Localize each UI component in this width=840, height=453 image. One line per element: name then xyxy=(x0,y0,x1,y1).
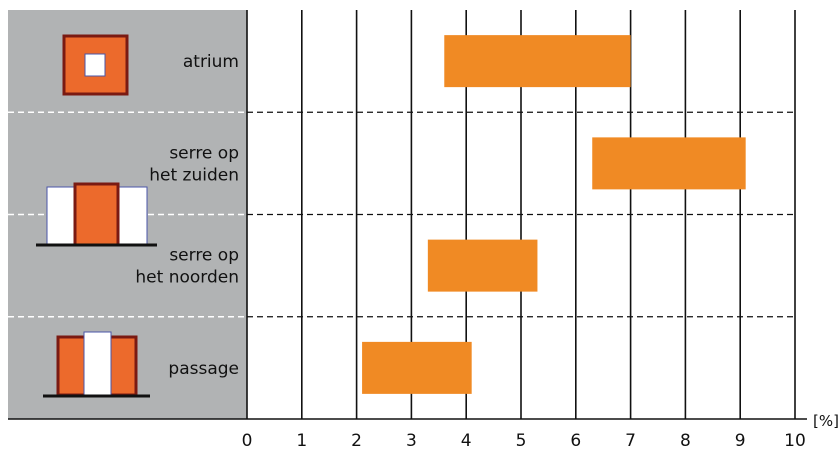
x-tick-label: 1 xyxy=(296,431,307,451)
x-tick-label: 0 xyxy=(242,431,253,451)
category-label: atrium xyxy=(183,52,239,72)
atrium-icon xyxy=(64,36,127,94)
x-tick-label: 7 xyxy=(625,431,636,451)
x-tick-label: 5 xyxy=(516,431,527,451)
x-tick-label: 6 xyxy=(570,431,581,451)
category-label: het zuiden xyxy=(149,165,239,185)
x-tick-label: 3 xyxy=(406,431,417,451)
x-tick-label: 2 xyxy=(351,431,362,451)
serre-icon xyxy=(36,184,157,245)
category-label: passage xyxy=(168,359,239,379)
bar xyxy=(444,35,630,87)
category-label: serre op xyxy=(169,143,239,163)
category-label: serre op xyxy=(169,246,239,266)
bar xyxy=(362,342,472,394)
x-tick-label: 9 xyxy=(735,431,746,451)
bar xyxy=(592,137,745,189)
x-tick-label: 4 xyxy=(461,431,472,451)
x-tick-label: 8 xyxy=(680,431,691,451)
x-tick-labels: 0 1 2 3 4 5 6 7 8 9 10 xyxy=(242,431,806,451)
bar xyxy=(428,240,538,292)
category-label: het noorden xyxy=(135,268,239,288)
passage-icon xyxy=(43,332,150,396)
x-unit-label: [%] xyxy=(813,412,839,430)
x-tick-label: 10 xyxy=(784,431,806,451)
